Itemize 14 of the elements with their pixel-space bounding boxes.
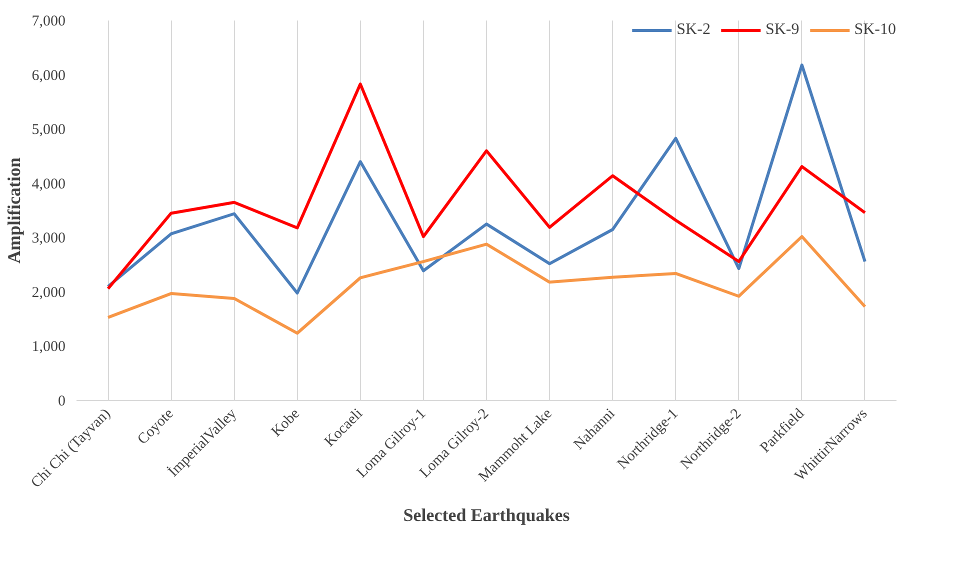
legend-label: SK-9: [765, 21, 800, 39]
legend-label: SK-2: [676, 21, 710, 39]
y-axis-title: Amplification: [4, 158, 24, 264]
line-series: [106, 235, 866, 335]
y-tick-label: 2,000: [32, 284, 66, 301]
y-tick-label: 6,000: [32, 68, 66, 84]
legend-label: SK-10: [854, 21, 896, 39]
y-tick-label: 5,000: [32, 122, 66, 138]
y-tick-label: 3,000: [32, 230, 66, 247]
y-tick-label: 4,000: [32, 176, 66, 192]
y-tick-label: 0: [58, 394, 66, 410]
y-tick-label: 1,000: [32, 339, 66, 356]
x-axis-title: Selected Earthquakes: [403, 504, 570, 525]
y-tick-label: 7,000: [32, 14, 66, 30]
